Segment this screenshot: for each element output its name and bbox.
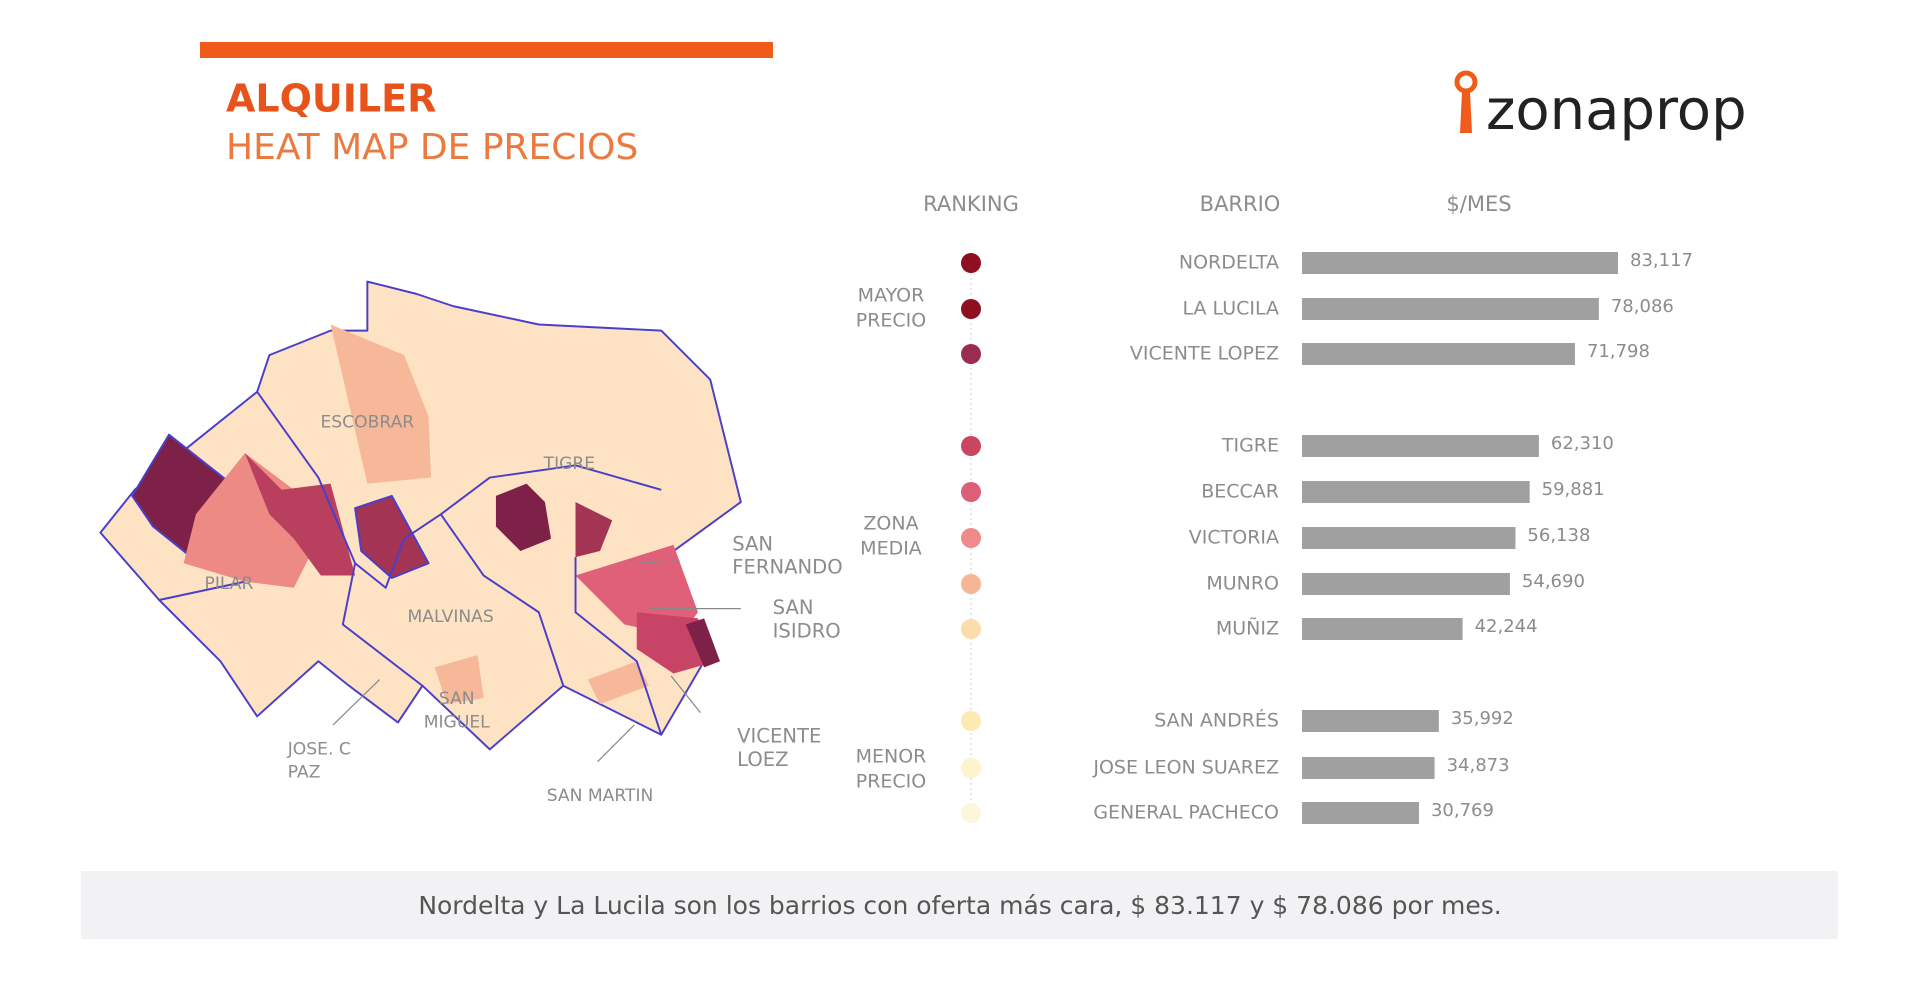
bar — [1302, 252, 1618, 274]
group-label: MENOR — [856, 746, 927, 768]
note: Nordelta y La Lucila son los barrios con… — [418, 891, 1501, 920]
value-label: 42,244 — [1475, 616, 1538, 637]
note-box — [81, 871, 1838, 939]
bar — [1302, 527, 1516, 549]
map-label: SAN MARTIN — [547, 786, 654, 806]
bar — [1302, 343, 1575, 365]
map-label: PAZ — [288, 763, 321, 783]
map-label: TIGRE — [543, 454, 596, 474]
map-label: SAN — [773, 596, 814, 619]
value-label: 35,992 — [1451, 708, 1514, 729]
rank-dot — [961, 528, 981, 548]
value-label: 34,873 — [1447, 755, 1510, 776]
rank-dot — [961, 711, 981, 731]
value-label: 56,138 — [1527, 525, 1590, 546]
category-label: VICTORIA — [1189, 527, 1279, 549]
category-label: LA LUCILA — [1183, 298, 1280, 320]
group-label: MEDIA — [860, 538, 922, 560]
rank-dot — [961, 758, 981, 778]
value-label: 30,769 — [1431, 800, 1494, 821]
map-label: ESCOBRAR — [320, 412, 414, 432]
rank-dot — [961, 436, 981, 456]
bar — [1302, 757, 1435, 779]
value-label: 59,881 — [1542, 479, 1605, 500]
group-label: PRECIO — [856, 771, 927, 793]
map-label: LOEZ — [737, 748, 788, 771]
value-label: 83,117 — [1630, 250, 1693, 271]
bar — [1302, 481, 1530, 503]
value-label: 78,086 — [1611, 296, 1674, 317]
map-label: MALVINAS — [407, 607, 493, 627]
column-header: BARRIO — [1200, 192, 1281, 216]
value-label: 71,798 — [1587, 341, 1650, 362]
subtitle: HEAT MAP DE PRECIOS — [226, 127, 638, 168]
map-label: FERNANDO — [732, 556, 842, 579]
rank-dot — [961, 344, 981, 364]
map-label: JOSE. C — [287, 739, 351, 759]
rank-dot — [961, 619, 981, 639]
bar — [1302, 573, 1510, 595]
category-label: VICENTE LOPEZ — [1130, 343, 1279, 365]
map-label: SAN — [732, 532, 773, 555]
group-label: MAYOR — [858, 285, 925, 307]
bar — [1302, 618, 1463, 640]
rank-dot — [961, 299, 981, 319]
bar — [1302, 435, 1539, 457]
map-label: PILAR — [205, 574, 254, 594]
category-label: BECCAR — [1201, 481, 1279, 503]
column-header: RANKING — [923, 192, 1019, 216]
group-label: ZONA — [863, 513, 918, 535]
bar — [1302, 802, 1419, 824]
value-label: 62,310 — [1551, 433, 1614, 454]
accent-bar — [200, 42, 773, 58]
rank-dot — [961, 482, 981, 502]
map-label: MIGUEL — [424, 712, 490, 732]
logo-text: zonaprop — [1486, 78, 1747, 143]
map: ESCOBRAR TIGRE PILAR MALVINAS SAN MIGUEL JOSE.… — [99, 280, 843, 806]
rank-dot — [961, 253, 981, 273]
category-label: MUÑIZ — [1216, 617, 1279, 640]
map-label: VICENTE — [737, 725, 821, 748]
bar — [1302, 710, 1439, 732]
rank-dot — [961, 803, 981, 823]
value-label: 54,690 — [1522, 571, 1585, 592]
category-label: JOSE LEON SUAREZ — [1092, 757, 1279, 779]
title: ALQUILER — [226, 77, 436, 121]
rank-dot — [961, 574, 981, 594]
group-label: PRECIO — [856, 310, 927, 332]
category-label: TIGRE — [1221, 435, 1279, 457]
category-label: GENERAL PACHECO — [1093, 802, 1279, 824]
map-label: ISIDRO — [773, 619, 841, 642]
category-label: MUNRO — [1206, 573, 1279, 595]
map-label: SAN — [439, 689, 475, 709]
logo: zonaprop — [1454, 70, 1747, 143]
category-label: NORDELTA — [1179, 252, 1279, 274]
column-header: $/MES — [1446, 192, 1511, 216]
category-label: SAN ANDRÉS — [1154, 709, 1279, 732]
bar — [1302, 298, 1599, 320]
